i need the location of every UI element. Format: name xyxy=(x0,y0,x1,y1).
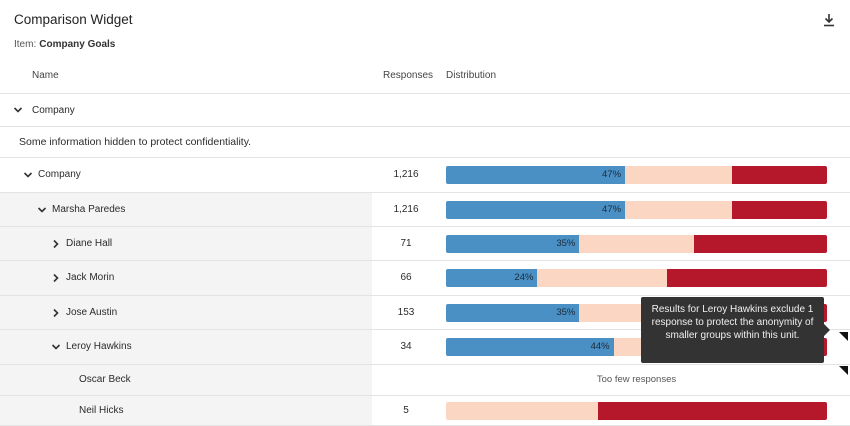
row-name: Leroy Hawkins xyxy=(66,341,132,352)
row-name: Marsha Paredes xyxy=(52,204,126,215)
chevron-down-icon[interactable] xyxy=(12,104,24,116)
divider xyxy=(0,192,850,193)
row-responses: 34 xyxy=(400,341,412,352)
distribution-bar[interactable]: 35% xyxy=(446,235,827,253)
item-label: Item: xyxy=(14,39,37,50)
row-responses: 71 xyxy=(400,238,412,249)
table-row[interactable]: Diane Hall 71 35% xyxy=(0,227,850,260)
divider xyxy=(0,364,850,365)
divider xyxy=(0,157,850,158)
negative-segment[interactable] xyxy=(598,402,827,420)
row-name: Jose Austin xyxy=(66,307,118,318)
widget-title: Comparison Widget xyxy=(14,12,133,27)
segment-percent-label: 24% xyxy=(514,272,534,283)
neutral-segment[interactable] xyxy=(446,402,599,420)
row-name: Neil Hicks xyxy=(79,405,124,416)
neutral-segment[interactable] xyxy=(579,235,694,253)
positive-segment[interactable]: 24% xyxy=(446,269,538,287)
negative-segment[interactable] xyxy=(731,166,827,184)
chevron-right-icon[interactable] xyxy=(50,307,62,319)
corner-marker xyxy=(839,366,848,375)
confidentiality-notice: Some information hidden to protect confi… xyxy=(19,136,252,148)
chevron-down-icon[interactable] xyxy=(50,341,62,353)
anonymity-tooltip: Results for Leroy Hawkins exclude 1 resp… xyxy=(641,297,824,363)
row-responses: 1,216 xyxy=(393,204,419,215)
segment-percent-label: 47% xyxy=(602,204,622,215)
group-row-company[interactable]: Company xyxy=(0,94,850,126)
row-value-area xyxy=(372,365,850,395)
row-name: Jack Morin xyxy=(66,272,115,283)
column-header-name[interactable]: Name xyxy=(32,70,59,81)
positive-segment[interactable]: 35% xyxy=(446,235,580,253)
positive-segment[interactable]: 35% xyxy=(446,304,580,322)
divider xyxy=(0,126,850,127)
too-few-responses-label: Too few responses xyxy=(596,374,677,385)
row-responses: 1,216 xyxy=(393,169,419,180)
positive-segment[interactable]: 44% xyxy=(446,338,614,356)
table-row[interactable]: Neil Hicks 5 xyxy=(0,396,850,425)
chevron-right-icon[interactable] xyxy=(50,272,62,284)
divider xyxy=(0,395,850,396)
table-row[interactable]: Company 1,216 47% xyxy=(0,158,850,192)
tooltip-arrow xyxy=(824,324,830,336)
neutral-segment[interactable] xyxy=(625,166,732,184)
divider xyxy=(0,260,850,261)
neutral-segment[interactable] xyxy=(625,201,732,219)
negative-segment[interactable] xyxy=(693,235,827,253)
row-responses: 153 xyxy=(397,307,415,318)
corner-marker xyxy=(839,332,848,341)
table-row[interactable]: Marsha Paredes 1,216 47% xyxy=(0,193,850,226)
positive-segment[interactable]: 47% xyxy=(446,166,626,184)
segment-percent-label: 47% xyxy=(602,169,622,180)
negative-segment[interactable] xyxy=(731,201,827,219)
group-label: Company xyxy=(32,105,75,116)
divider xyxy=(0,329,850,330)
distribution-bar[interactable]: 47% xyxy=(446,201,827,219)
table-row[interactable]: Jack Morin 66 24% xyxy=(0,261,850,295)
row-name: Oscar Beck xyxy=(79,374,131,385)
row-responses: 5 xyxy=(403,405,409,416)
row-name: Diane Hall xyxy=(66,238,113,249)
item-value: Company Goals xyxy=(39,39,116,50)
chevron-right-icon[interactable] xyxy=(50,238,62,250)
divider xyxy=(0,93,850,94)
row-responses: 66 xyxy=(400,272,412,283)
distribution-bar[interactable] xyxy=(446,402,827,420)
positive-segment[interactable]: 47% xyxy=(446,201,626,219)
segment-percent-label: 44% xyxy=(590,341,610,352)
row-name: Company xyxy=(38,169,81,180)
chevron-down-icon[interactable] xyxy=(36,204,48,216)
segment-percent-label: 35% xyxy=(556,238,576,249)
neutral-segment[interactable] xyxy=(537,269,667,287)
column-header-responses[interactable]: Responses xyxy=(383,70,434,81)
chevron-down-icon[interactable] xyxy=(22,169,34,181)
divider xyxy=(0,226,850,227)
negative-segment[interactable] xyxy=(666,269,827,287)
column-header-distribution[interactable]: Distribution xyxy=(446,70,497,81)
segment-percent-label: 35% xyxy=(556,307,576,318)
item-info: Item: Company Goals xyxy=(14,39,115,50)
table-row[interactable]: Oscar Beck Too few responses xyxy=(0,365,850,395)
distribution-bar[interactable]: 24% xyxy=(446,269,827,287)
download-icon[interactable] xyxy=(822,12,836,28)
divider xyxy=(0,295,850,296)
distribution-bar[interactable]: 47% xyxy=(446,166,827,184)
